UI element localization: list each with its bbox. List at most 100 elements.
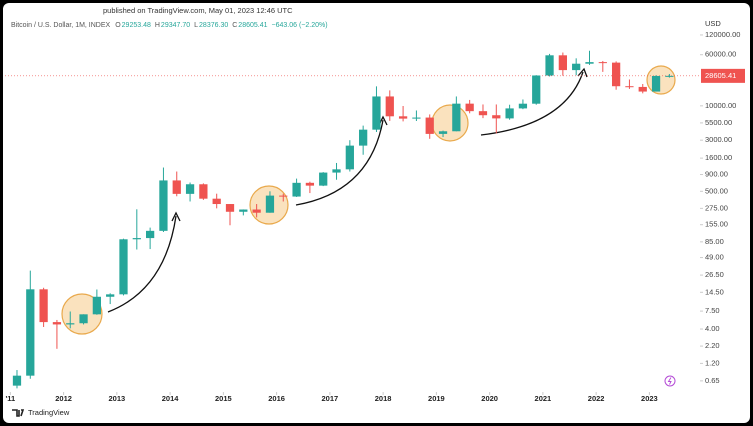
y-tick-label: 500.00 [705,186,728,195]
candle-body [372,96,381,130]
candle-body [558,55,567,71]
legend-key: H [155,22,160,29]
legend-key: L [194,22,198,29]
x-tick-label: 2020 [481,394,498,403]
y-tick-label: 120000.00 [705,30,740,39]
candle-body [225,204,235,212]
arrow [480,71,584,136]
candle-body [532,75,541,104]
candle-body [292,182,301,197]
candle-body [332,169,341,173]
candle-body [265,195,275,213]
candle-body [478,111,488,116]
candle-body [39,289,48,323]
legend-value: 29347.70 [161,22,190,29]
candle-body [159,180,168,231]
candle-body [26,289,35,376]
x-tick-label: 2023 [641,394,658,403]
candle-body [319,172,328,186]
y-tick-label: 4.00 [705,324,720,333]
x-tick-label: 2022 [588,394,605,403]
x-tick-label: 2014 [162,394,180,403]
candle-body [452,103,461,132]
candle-body [385,96,394,117]
candle-body [119,239,128,295]
arrow [107,215,177,313]
candle-body [92,296,101,315]
legend: Bitcoin / U.S. Dollar, 1M, INDEX O 29253.… [11,22,328,29]
candle-body [545,55,554,76]
candle-body [305,182,315,186]
y-tick-label: 7.50 [705,306,720,315]
y-tick-label: 5500.00 [705,118,732,127]
legend-value: 28605.41 [238,22,267,29]
x-tick-label: 2018 [375,394,392,403]
candle-body [145,230,155,239]
y-tick-label: 0.65 [705,376,720,385]
candle-body [638,86,647,92]
y-tick-label: 3000.00 [705,135,732,144]
event-icon-bolt [667,377,672,385]
legend-title: Bitcoin / U.S. Dollar, 1M, INDEX [11,22,111,29]
candle-body [52,322,62,325]
x-tick-label: 2015 [215,394,232,403]
y-tick-label: 155.00 [705,220,728,229]
candle-body [66,323,75,325]
currency: USD [705,19,721,28]
highlight-circle [431,104,469,142]
candle-body [625,86,634,88]
y-tick-label: 275.00 [705,203,728,212]
x-tick-label: 2017 [322,394,339,403]
arrow-head [577,67,588,78]
candle-body [132,238,141,240]
price-label-box [701,68,745,83]
arrow-head [171,211,181,222]
candle-body [12,375,22,386]
header: published on TradingView.com, May 01, 20… [103,6,293,15]
x-tick-label: 2019 [428,394,445,403]
x-tick-label: 2013 [108,394,125,403]
event-icon[interactable] [664,375,676,387]
footer: TradingView [28,408,70,417]
candle-body [185,184,195,194]
candle-body [611,62,621,87]
candle-body [425,117,434,134]
legend-value: 29253.48 [122,22,151,29]
candle-body [239,209,248,212]
y-tick-label: 10000.00 [705,101,736,110]
y-tick-label: 49.00 [705,253,724,262]
candle-body [252,209,261,213]
candle-body [438,131,448,134]
legend-value: 28376.30 [199,22,228,29]
candle-body [465,103,474,112]
y-tick-label: 1600.00 [705,153,732,162]
candle-body [505,108,514,119]
logo-mark [12,409,25,417]
x-tick-label: '11 [5,394,15,403]
y-tick-label: 60000.00 [705,50,736,59]
candle-body [598,62,607,64]
y-tick-label: 900.00 [705,170,728,179]
candle-body [398,116,408,119]
legend-key: O [115,22,121,29]
y-tick-label: 2.20 [705,341,720,350]
footer-logo: TradingView [12,408,70,417]
candle-body [651,75,661,92]
panel [3,3,750,423]
price-label: 28605.41 [705,71,736,80]
candle-body [585,62,594,64]
candle-body [665,75,674,77]
candle-body [345,145,354,170]
y-tick-label: 14.50 [705,287,724,296]
candle-body [212,198,221,205]
x-tick-label: 2021 [535,394,552,403]
legend-change: −643.06 (−2.20%) [272,22,328,29]
candle-body [279,195,288,197]
candle-body [199,184,208,199]
candle-body [492,115,501,119]
candle-body [412,117,421,119]
legend-key: C [232,22,237,29]
y-tick-label: 26.50 [705,270,724,279]
